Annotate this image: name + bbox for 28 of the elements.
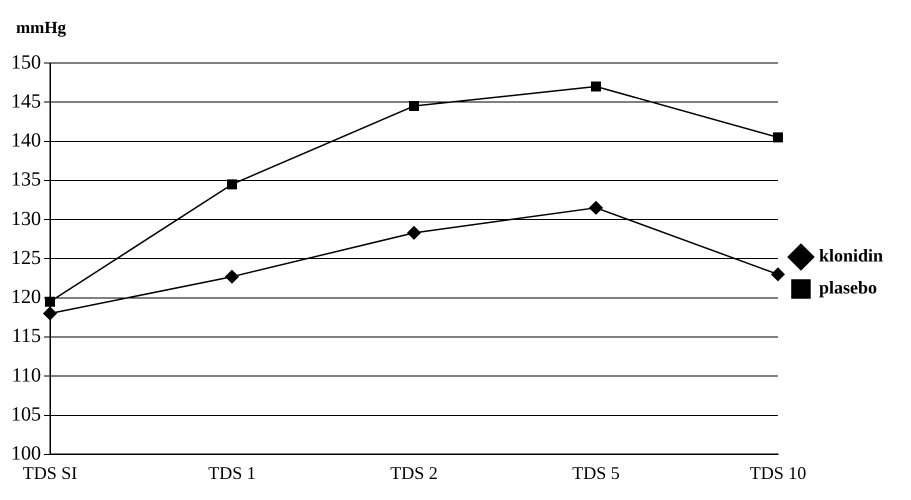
y-tick-label: 105 bbox=[11, 404, 41, 426]
x-tick-label: TDS 5 bbox=[572, 462, 620, 483]
y-tick-label: 150 bbox=[11, 51, 41, 74]
y-tick-label: 115 bbox=[12, 325, 41, 348]
legend-label: plasebo bbox=[818, 278, 877, 298]
point bbox=[43, 306, 57, 320]
y-tick-label: 140 bbox=[11, 130, 41, 152]
x-tick-label: TDS 1 bbox=[208, 462, 256, 483]
point bbox=[408, 101, 419, 112]
x-tick-label: TDS 10 bbox=[750, 462, 806, 483]
y-tick-label: 100 bbox=[11, 442, 41, 465]
point bbox=[772, 132, 783, 142]
y-tick-label: 145 bbox=[11, 90, 41, 112]
point bbox=[226, 179, 237, 190]
y-tick-label: 120 bbox=[11, 286, 41, 308]
y-tick-label: 130 bbox=[11, 208, 41, 230]
y-tick-label: 135 bbox=[11, 168, 41, 191]
x-tick-label: TDS SI bbox=[22, 462, 78, 483]
x-tick-label: TDS 2 bbox=[390, 462, 438, 483]
point bbox=[590, 81, 601, 92]
y-axis-title: mmHg bbox=[15, 17, 68, 39]
point bbox=[225, 270, 239, 284]
point bbox=[589, 201, 603, 215]
legend-label: klonidin bbox=[818, 246, 883, 266]
point bbox=[407, 226, 421, 240]
point bbox=[771, 268, 785, 282]
y-tick-label: 125 bbox=[11, 246, 41, 269]
y-tick-label: 110 bbox=[12, 364, 41, 386]
